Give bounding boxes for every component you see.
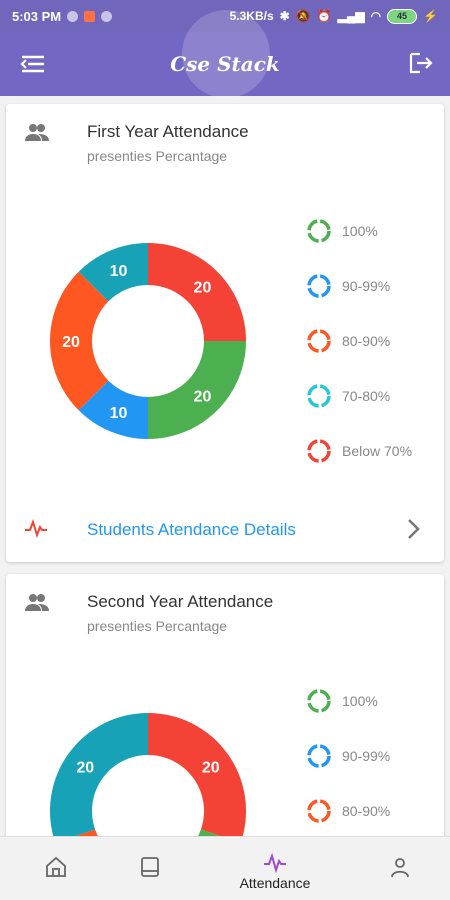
second-year-card: Second Year Attendance presenties Percan…: [6, 574, 444, 844]
legend-item: 100%: [306, 218, 378, 244]
donut-segment: [50, 713, 148, 844]
first-year-donut-chart: 20 20 10 20 10: [50, 243, 246, 439]
title-highlight: [182, 10, 270, 98]
card-title: First Year Attendance: [87, 122, 249, 141]
charging-icon: ⚡: [423, 9, 438, 23]
legend-label: 70-80%: [342, 388, 391, 404]
legend-ring-icon: [307, 799, 331, 823]
students-details-link[interactable]: Students Atendance Details: [87, 520, 296, 539]
card-title: Second Year Attendance: [87, 592, 274, 611]
donut-segment: [148, 243, 246, 341]
legend-item: 80-90%: [306, 798, 390, 824]
legend-item: 70-80%: [306, 383, 390, 409]
app-notification-icon: [84, 10, 96, 22]
legend-ring-icon: [307, 689, 331, 713]
nav-profile[interactable]: [344, 837, 450, 900]
status-bar: 5:03 PM 5.3KB/s ✱ 🔕 ⏰ ▂▄▆ ◠ 45 ⚡: [0, 0, 450, 32]
donut-segment: [148, 713, 246, 844]
legend-ring-icon: [307, 219, 331, 243]
donut-segment-label: 10: [110, 405, 128, 422]
legend-ring-icon: [307, 744, 331, 768]
nav-home[interactable]: [0, 837, 112, 900]
legend-label: 90-99%: [342, 278, 391, 294]
logout-button[interactable]: [408, 50, 434, 76]
donut-segment-label: 20: [194, 280, 212, 297]
mute-icon: 🔕: [295, 9, 311, 23]
legend-label: 100%: [342, 223, 378, 239]
donut-segment-label: 20: [194, 388, 212, 405]
nav-attendance[interactable]: Attendance: [219, 837, 331, 900]
donut-segment: [50, 271, 109, 411]
donut-segment-label: 20: [62, 334, 80, 351]
donut-segment: [78, 243, 148, 302]
network-speed: 5.3KB/s: [229, 9, 274, 23]
legend-item: Below 70%: [306, 438, 412, 464]
donut-segment: [148, 341, 246, 439]
legend-label: 80-90%: [342, 333, 391, 349]
signal-icon: ▂▄▆: [337, 9, 365, 23]
second-year-donut-chart: 20520: [50, 713, 246, 844]
nav-attendance-label: Attendance: [239, 875, 311, 891]
students-details-row[interactable]: Students Atendance Details: [6, 508, 444, 552]
menu-button[interactable]: [20, 52, 46, 76]
book-icon: [141, 857, 159, 877]
card-subtitle: presenties Percantage: [87, 618, 228, 634]
wifi-icon: ◠: [370, 9, 382, 23]
notification-icon: [67, 10, 79, 22]
legend-label: Below 70%: [342, 443, 413, 459]
donut-segment: [78, 380, 148, 439]
chevron-right-icon: [408, 519, 420, 539]
person-icon: [391, 858, 409, 878]
legend-ring-icon: [307, 439, 331, 463]
legend-ring-icon: [307, 384, 331, 408]
alarm-icon: ⏰: [316, 9, 332, 23]
legend-ring-icon: [307, 274, 331, 298]
legend-label: 80-90%: [342, 803, 391, 819]
card-header: Second Year Attendance presenties Percan…: [6, 574, 444, 654]
legend-ring-icon: [307, 329, 331, 353]
people-icon: [25, 594, 49, 611]
first-year-card: First Year Attendance presenties Percant…: [6, 104, 444, 562]
donut-segment-label: 20: [202, 759, 220, 776]
legend-item: 90-99%: [306, 743, 390, 769]
people-icon: [25, 124, 49, 141]
bottom-navigation: Attendance: [0, 836, 450, 900]
legend-label: 100%: [342, 693, 378, 709]
legend-item: 80-90%: [306, 328, 390, 354]
legend-item: 90-99%: [306, 273, 390, 299]
status-time: 5:03 PM: [12, 8, 62, 24]
donut-segment-label: 10: [110, 263, 128, 280]
pulse-icon: [264, 852, 286, 874]
card-header: First Year Attendance presenties Percant…: [6, 104, 444, 184]
bluetooth-icon: ✱: [279, 9, 290, 23]
pulse-icon: [25, 518, 47, 538]
home-icon: [46, 856, 66, 877]
app-bar: Cse Stack: [0, 10, 450, 98]
legend-item: 100%: [306, 688, 378, 714]
battery-icon: 45: [387, 8, 418, 24]
notification-icon-2: [101, 10, 113, 22]
legend-label: 90-99%: [342, 748, 391, 764]
app-title: Cse Stack: [170, 52, 280, 76]
donut-segment-label: 20: [76, 759, 94, 776]
nav-book[interactable]: [94, 837, 206, 900]
logout-icon: [409, 52, 433, 74]
card-subtitle: presenties Percantage: [87, 148, 228, 164]
menu-icon: [20, 55, 44, 73]
